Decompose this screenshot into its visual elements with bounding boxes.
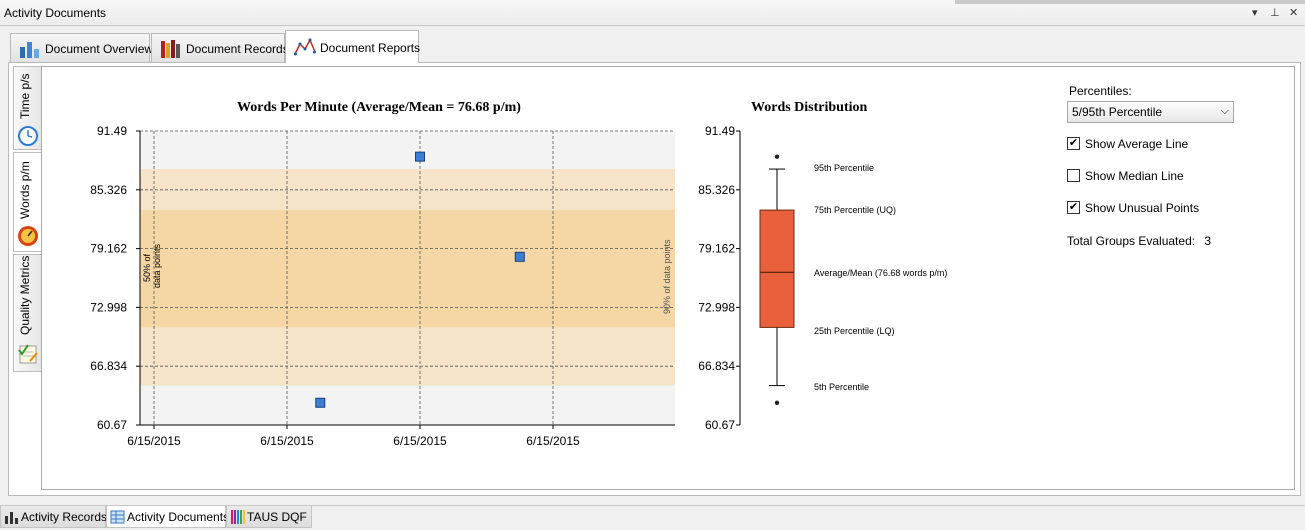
close-icon[interactable]: ✕ — [1289, 7, 1299, 19]
band-90-label: 90% of data points — [662, 239, 672, 314]
bottom-tab-taus-dqf[interactable]: TAUS DQF — [226, 506, 312, 528]
p5-label: 5th Percentile — [814, 382, 869, 392]
side-tab-time-ps[interactable]: Time p/s — [13, 66, 41, 150]
outlier-point — [774, 154, 780, 159]
tab-label: Document Records — [186, 42, 289, 56]
panel-title: Activity Documents — [4, 6, 107, 20]
uq-label: 75th Percentile (UQ) — [814, 205, 896, 215]
pin-icon[interactable]: ⊥ — [1270, 7, 1280, 19]
dropdown-icon[interactable]: ▾ — [1252, 7, 1258, 19]
y-tick-label: 66.834 — [90, 359, 127, 373]
x-tick-label: 6/15/2015 — [393, 434, 447, 448]
groups-evaluated: Total Groups Evaluated: 3 — [1067, 234, 1211, 248]
band-50 — [140, 210, 675, 328]
checklist-icon — [18, 344, 38, 364]
bar-chart-icon — [20, 42, 39, 58]
checkbox-label: Show Median Line — [1085, 169, 1184, 183]
checkbox-box[interactable]: ✔ — [1067, 201, 1080, 214]
y-tick-label: 91.49 — [705, 124, 735, 138]
groups-value: 3 — [1204, 234, 1212, 248]
x-tick-label: 6/15/2015 — [526, 434, 580, 448]
tab-label: Document Reports — [320, 41, 421, 55]
band-50-label-2: data points — [152, 243, 162, 288]
y-tick-label: 72.998 — [90, 300, 127, 314]
clock-icon — [18, 126, 38, 146]
x-tick-label: 6/15/2015 — [260, 434, 314, 448]
bottom-tab-bar: Activity Records Activity Documents TAUS… — [0, 505, 1305, 530]
tab-document-reports[interactable]: Document Reports — [285, 30, 421, 63]
y-tick-label: 60.67 — [97, 418, 127, 432]
side-tab-words-pm[interactable]: Words p/m — [13, 152, 41, 252]
groups-label: Total Groups Evaluated: — [1067, 234, 1196, 248]
bottom-tab-activity-documents[interactable]: Activity Documents — [106, 506, 230, 528]
y-tick-label: 85.326 — [90, 183, 127, 197]
band-50-label: 50% of — [142, 253, 152, 282]
title-strip — [955, 0, 1305, 4]
bottom-tab-label: Activity Records — [21, 510, 108, 524]
p95-label: 95th Percentile — [814, 163, 874, 173]
checkbox-label: Show Average Line — [1085, 137, 1189, 151]
table-icon — [110, 510, 125, 524]
outlier-point — [774, 400, 780, 405]
y-tick-label: 91.49 — [97, 124, 127, 138]
speedometer-icon — [18, 226, 38, 246]
tab-document-overview[interactable]: Document Overview — [10, 33, 154, 62]
checkbox-label: Show Unusual Points — [1085, 201, 1200, 215]
side-tab-quality-metrics[interactable]: Quality Metrics — [13, 254, 41, 372]
books-icon — [161, 40, 180, 58]
side-tab-label: Words p/m — [18, 161, 32, 219]
data-point — [315, 397, 326, 408]
box-chart-title: Words Distribution — [751, 100, 868, 115]
side-tabs: Time p/s Words p/m Quality Metrics — [13, 66, 41, 376]
y-tick-label: 72.998 — [698, 300, 735, 314]
side-tab-label: Time p/s — [18, 73, 32, 119]
checkbox-box[interactable]: ✔ — [1067, 137, 1080, 150]
y-tick-label: 85.326 — [698, 183, 735, 197]
panel-title-bar: Activity Documents ▾ ⊥ ✕ — [0, 0, 1305, 26]
scatter-chart-title: Words Per Minute (Average/Mean = 76.68 p… — [237, 100, 521, 115]
percentiles-select[interactable]: 5/95th Percentile ⌵ — [1067, 101, 1234, 123]
bottom-tab-label: Activity Documents — [127, 510, 230, 524]
percentiles-value: 5/95th Percentile — [1072, 105, 1163, 119]
percentiles-label: Percentiles: — [1069, 84, 1132, 98]
tab-label: Document Overview — [45, 42, 154, 56]
y-tick-label: 66.834 — [698, 359, 735, 373]
data-point — [514, 251, 525, 262]
line-chart-icon — [294, 38, 316, 56]
x-tick-label: 6/15/2015 — [127, 434, 181, 448]
chevron-down-icon: ⌵ — [1220, 105, 1229, 117]
data-point — [415, 151, 425, 162]
y-tick-label: 79.162 — [698, 242, 735, 256]
bottom-tab-activity-records[interactable]: Activity Records — [0, 506, 108, 528]
side-tab-label: Quality Metrics — [18, 255, 32, 335]
y-tick-label: 79.162 — [90, 242, 127, 256]
iqr-box — [759, 209, 795, 328]
y-tick-label: 60.67 — [705, 418, 735, 432]
checkbox-box[interactable] — [1067, 169, 1080, 182]
lq-label: 25th Percentile (LQ) — [814, 326, 895, 336]
bar-chart-icon — [5, 512, 18, 524]
tab-document-records[interactable]: Document Records — [151, 33, 289, 62]
color-bars-icon — [231, 510, 245, 524]
bottom-tab-label: TAUS DQF — [247, 510, 307, 524]
words-distribution-chart: 91.49 85.326 79.162 72.998 66.834 60.67 95th … — [698, 124, 947, 432]
mean-label: Average/Mean (76.68 words p/m) — [814, 268, 947, 278]
words-per-minute-chart: 91.4985.32679.16272.99866.83460.676/15/2… — [90, 124, 675, 448]
